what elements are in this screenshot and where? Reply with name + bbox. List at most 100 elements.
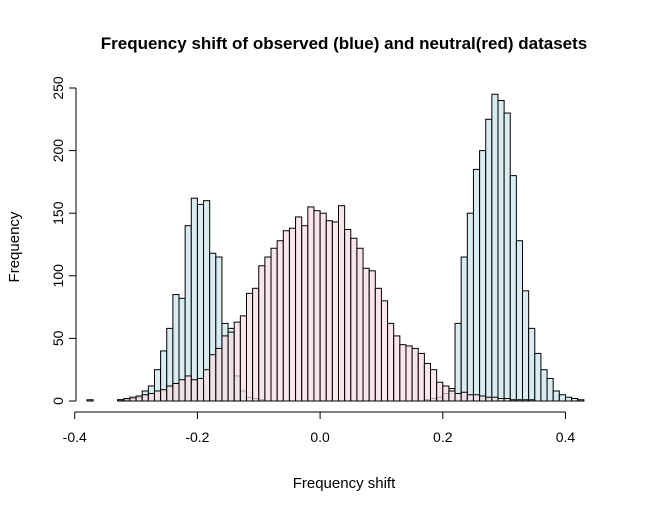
neutral-bar	[344, 228, 352, 402]
observed-bar	[466, 212, 474, 402]
y-tick-label: 100	[50, 264, 66, 288]
x-tick-label: -0.2	[185, 429, 209, 445]
neutral-bar	[215, 347, 223, 402]
observed-bar	[577, 399, 585, 402]
observed-bar	[497, 100, 505, 402]
x-tick-label: -0.4	[63, 429, 87, 445]
observed-bar	[540, 369, 548, 402]
observed-bar	[522, 290, 530, 402]
observed-bar	[190, 197, 198, 402]
neutral-bar	[203, 369, 211, 402]
observed-bar	[528, 327, 536, 402]
neutral-bar	[221, 335, 229, 402]
neutral-bar	[325, 220, 333, 402]
neutral-bar	[141, 394, 149, 402]
observed-bar	[515, 240, 524, 402]
observed-bar	[86, 399, 94, 402]
neutral-bar	[282, 230, 290, 402]
x-axis: -0.4 -0.2 0.0 0.2 0.4	[63, 411, 576, 445]
neutral-bar	[442, 385, 450, 402]
neutral-bar	[160, 389, 168, 402]
y-tick-label: 0	[50, 397, 66, 405]
neutral-bar	[276, 240, 284, 402]
neutral-bar	[503, 398, 511, 402]
neutral-bar	[129, 396, 137, 402]
x-axis-label: Frequency shift	[293, 475, 396, 492]
neutral-bar	[147, 392, 155, 402]
neutral-bar	[472, 394, 481, 402]
observed-bar	[558, 394, 566, 402]
neutral-bar	[178, 379, 186, 402]
observed-bar	[571, 398, 579, 402]
observed-bar	[564, 396, 573, 402]
neutral-bar	[368, 270, 376, 402]
neutral-bar	[209, 354, 217, 402]
neutral-bar	[362, 267, 370, 402]
y-tick-label: 250	[50, 76, 66, 100]
observed-bar	[503, 112, 511, 402]
neutral-bar	[466, 394, 474, 402]
neutral-bar	[288, 227, 297, 402]
neutral-bar	[313, 210, 321, 402]
y-axis: 0 50 100 150 200 250	[50, 76, 77, 405]
neutral-bar	[190, 379, 198, 402]
neutral-bar	[436, 381, 444, 402]
neutral-bar	[380, 300, 389, 402]
y-axis-label: Frequency	[6, 211, 23, 282]
neutral-bar	[338, 205, 346, 402]
observed-bar	[454, 322, 462, 402]
neutral-bar	[411, 347, 419, 402]
neutral-bar	[509, 399, 517, 402]
neutral-bar	[528, 399, 536, 402]
neutral-bar	[331, 221, 339, 402]
neutral-bar	[491, 396, 499, 402]
neutral-bar	[227, 331, 235, 402]
neutral-bar	[123, 398, 131, 402]
neutral-bar	[252, 287, 260, 402]
neutral-bar	[135, 395, 143, 402]
neutral-series	[117, 205, 536, 402]
neutral-bar	[117, 399, 125, 402]
observed-bar	[479, 150, 487, 402]
neutral-bar	[295, 216, 303, 402]
neutral-bar	[479, 395, 487, 402]
neutral-bar	[166, 385, 174, 402]
neutral-bar	[245, 292, 254, 402]
neutral-bar	[196, 377, 205, 402]
neutral-bar	[430, 369, 438, 402]
neutral-bar	[448, 390, 456, 402]
chart-title: Frequency shift of observed (blue) and n…	[101, 34, 587, 53]
neutral-bar	[301, 225, 309, 402]
y-tick-label: 200	[50, 139, 66, 163]
neutral-bar	[307, 206, 315, 402]
observed-bar	[460, 256, 468, 402]
neutral-bar	[485, 396, 493, 402]
neutral-bar	[153, 390, 162, 402]
observed-bar	[509, 175, 517, 402]
neutral-bar	[497, 398, 505, 402]
neutral-bar	[399, 344, 407, 402]
neutral-bar	[184, 375, 192, 402]
observed-bar	[552, 390, 560, 402]
neutral-bar	[387, 322, 395, 402]
neutral-bar	[405, 345, 413, 402]
neutral-bar	[454, 392, 462, 402]
y-tick-label: 50	[50, 330, 66, 346]
observed-bar	[485, 118, 493, 402]
neutral-bar	[270, 247, 278, 402]
neutral-bar	[356, 247, 364, 402]
x-tick-label: 0.4	[556, 429, 576, 445]
neutral-bar	[350, 237, 358, 402]
neutral-bar	[522, 399, 530, 402]
observed-bar	[184, 225, 192, 402]
neutral-bar	[423, 362, 432, 402]
neutral-bar	[393, 335, 401, 402]
observed-bar	[534, 352, 542, 402]
y-tick-label: 150	[50, 201, 66, 225]
neutral-bar	[264, 256, 272, 402]
observed-bar	[491, 93, 499, 402]
neutral-bar	[233, 321, 241, 402]
neutral-bar	[239, 315, 247, 402]
observed-bar	[546, 377, 554, 402]
